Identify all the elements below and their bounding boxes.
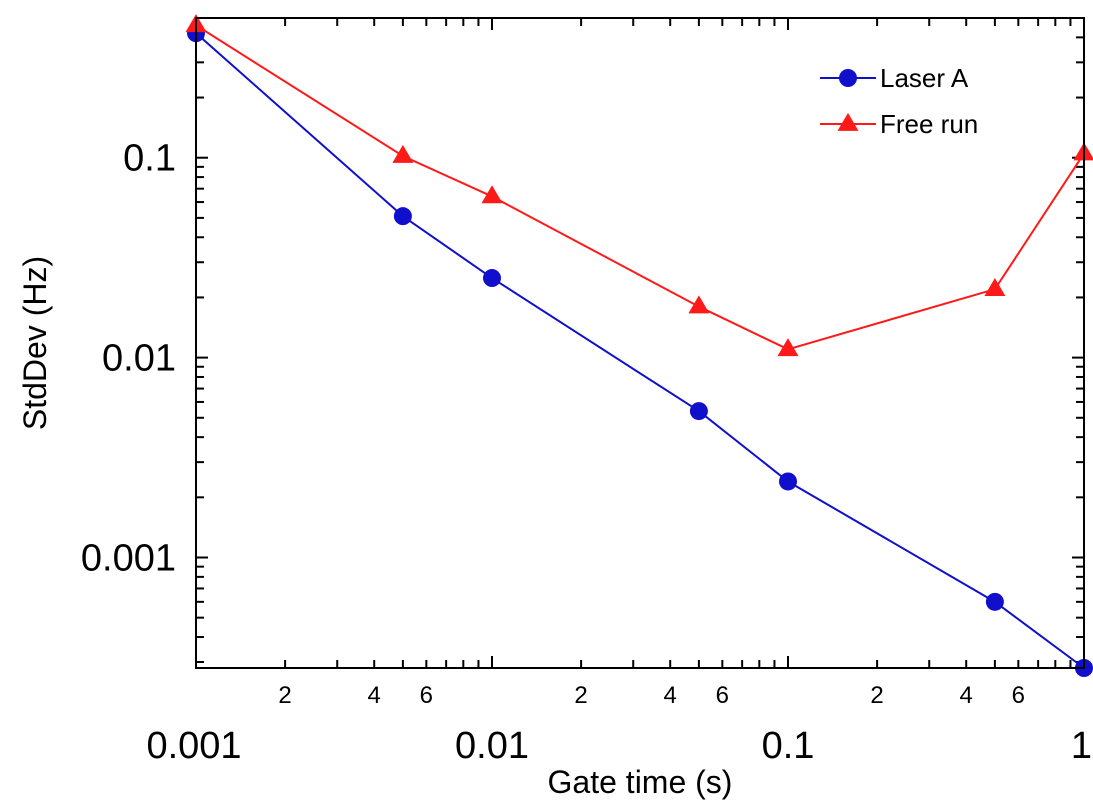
x-minor-tick-label: 2 [574, 682, 587, 709]
data-point-laser-a [985, 592, 1004, 611]
legend-entry-laser-a: Laser A [820, 63, 969, 93]
x-major-tick-label: 0.001 [146, 725, 241, 767]
y-axis-title: StdDev (Hz) [17, 256, 53, 430]
legend-marker-laser-a [839, 69, 857, 87]
data-point-laser-a [483, 269, 501, 288]
data-point-laser-a [393, 207, 412, 226]
legend-entry-free-run: Free run [820, 109, 978, 139]
x-minor-tick-label: 4 [960, 682, 973, 709]
ticks-layer [195, 17, 1084, 668]
x-minor-tick-label: 6 [1012, 682, 1025, 709]
data-point-free-run [777, 338, 799, 357]
data-point-free-run [392, 144, 414, 163]
x-minor-tick-label: 2 [278, 682, 291, 709]
x-major-tick-label: 0.1 [762, 725, 815, 767]
x-minor-tick-label: 4 [664, 682, 677, 709]
y-tick-label: 0.001 [81, 537, 176, 579]
labels-layer: 0.001 0.01 0.1 1 2 4 6 2 4 6 2 4 6 0.001 0.01 0.1 [81, 138, 1092, 767]
y-tick-label: 0.1 [123, 138, 176, 180]
data-point-free-run [481, 185, 503, 204]
legend-marker-free-run [837, 112, 859, 131]
x-major-tick-label: 0.01 [455, 725, 529, 767]
data-point-free-run [984, 277, 1006, 296]
x-minor-tick-label: 6 [420, 682, 433, 709]
legend-label-laser-a: Laser A [880, 63, 969, 93]
data-point-laser-a [779, 472, 797, 491]
x-major-tick-label: 1 [1071, 725, 1092, 767]
data-point-laser-a [689, 402, 708, 421]
data-point-free-run [688, 295, 710, 314]
x-minor-tick-label: 4 [368, 682, 381, 709]
legend-label-free-run: Free run [880, 109, 978, 139]
x-minor-tick-label: 2 [870, 682, 883, 709]
legend: Laser A Free run [820, 63, 978, 139]
x-minor-tick-label: 6 [716, 682, 729, 709]
x-axis-title: Gate time (s) [548, 764, 733, 800]
y-tick-label: 0.01 [102, 338, 176, 380]
plot-frame [195, 17, 1085, 669]
